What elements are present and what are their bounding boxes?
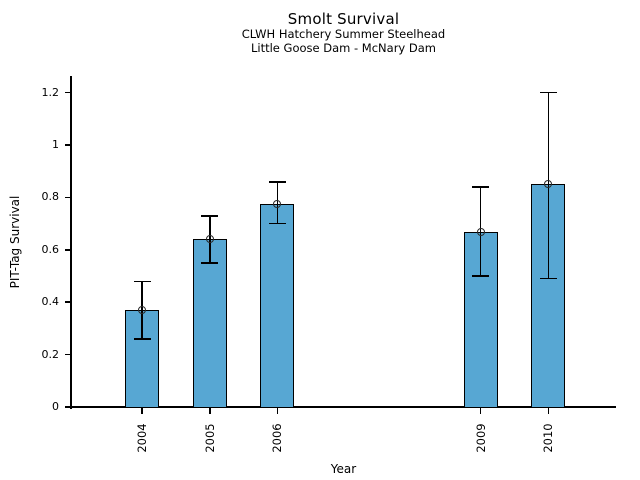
bar <box>192 239 227 408</box>
x-tick <box>276 407 279 414</box>
x-tick-label: 2005 <box>202 423 217 453</box>
x-tick <box>479 407 482 414</box>
y-tick <box>64 353 71 356</box>
y-tick-label: 0.2 <box>41 347 60 361</box>
y-tick-label: 0 <box>52 400 59 413</box>
y-tick-label: 1 <box>52 138 59 152</box>
bar <box>260 204 295 408</box>
error-bar-cap-top <box>472 186 490 188</box>
error-bar-cap-bottom <box>133 338 151 340</box>
error-bar-cap-top <box>268 181 286 183</box>
data-point-marker <box>476 227 485 236</box>
error-bar-cap-bottom <box>472 275 490 277</box>
y-tick <box>64 144 71 146</box>
x-axis-line <box>67 406 616 408</box>
bar <box>463 231 498 408</box>
y-tick <box>64 406 71 408</box>
y-tick-label: 0.4 <box>41 295 60 309</box>
chart-title: Smolt Survival <box>287 10 400 28</box>
chart-subtitle-line1: CLWH Hatchery Summer Steelhead <box>241 27 446 41</box>
error-bar-cap-top <box>201 215 219 217</box>
data-point-marker <box>205 235 214 244</box>
y-tick-label: 0.6 <box>41 242 60 256</box>
x-tick <box>209 407 211 414</box>
y-tick <box>64 301 71 303</box>
y-tick-label: 0.8 <box>41 190 60 204</box>
x-tick-label: 2010 <box>541 423 556 453</box>
x-tick-label: 2009 <box>473 423 488 453</box>
x-tick <box>141 407 143 414</box>
x-tick <box>547 407 550 414</box>
chart-subtitle-line2: Little Goose Dam - McNary Dam <box>250 41 436 55</box>
error-bar-cap-bottom <box>539 277 557 280</box>
error-bar-cap-top <box>133 280 151 283</box>
error-bar-cap-top <box>539 91 557 94</box>
data-point-marker <box>273 200 282 209</box>
y-axis-line <box>70 76 72 409</box>
error-bar-cap-bottom <box>201 262 219 264</box>
x-tick-label: 2004 <box>135 423 150 453</box>
data-point-marker <box>138 306 147 315</box>
x-tick-label: 2006 <box>270 423 285 453</box>
error-bar-cap-bottom <box>268 222 286 225</box>
y-tick <box>64 91 71 94</box>
y-tick <box>64 249 71 251</box>
x-axis-label: Year <box>330 462 357 476</box>
data-point-marker <box>544 180 553 189</box>
y-tick-label: 1.2 <box>41 85 60 99</box>
y-tick <box>64 196 71 199</box>
